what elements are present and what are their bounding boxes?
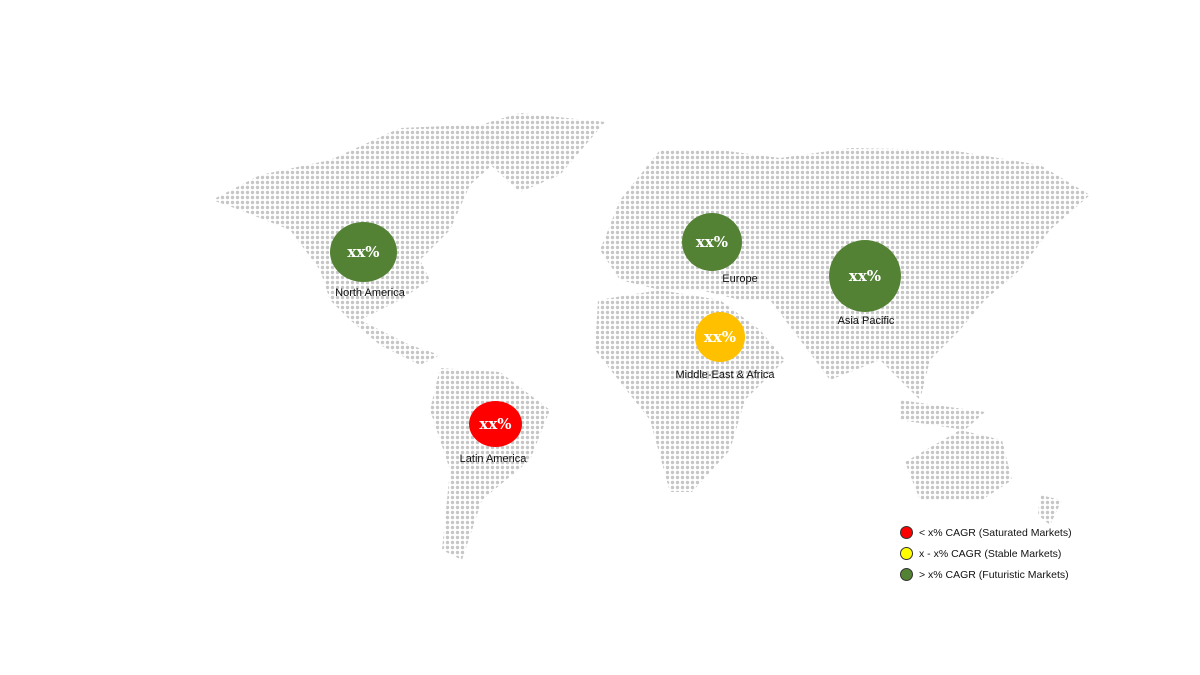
legend-item-stable: x - x% CAGR (Stable Markets) xyxy=(900,543,1072,564)
bubble-middle-east-africa: xx% xyxy=(695,312,745,362)
label-latin-america: Latin America xyxy=(459,453,527,465)
region-value: xx% xyxy=(703,328,737,346)
region-value: xx% xyxy=(848,267,882,285)
region-value: xx% xyxy=(479,415,512,433)
label-middle-east-africa: Middle-East & Africa xyxy=(675,369,775,381)
bubble-asia-pacific: xx% xyxy=(829,240,901,312)
region-value: xx% xyxy=(695,233,729,251)
continent-greenland xyxy=(470,113,605,192)
bubble-latin-america: xx% xyxy=(469,401,522,447)
yellow-dot-icon xyxy=(900,547,913,560)
legend-label: > x% CAGR (Futuristic Markets) xyxy=(919,568,1069,581)
legend-item-saturated: < x% CAGR (Saturated Markets) xyxy=(900,522,1072,543)
legend-item-futuristic: > x% CAGR (Futuristic Markets) xyxy=(900,564,1072,585)
red-dot-icon xyxy=(900,526,913,539)
continent-australia xyxy=(905,430,1012,500)
bubble-europe: xx% xyxy=(682,213,742,271)
legend-label: x - x% CAGR (Stable Markets) xyxy=(919,547,1062,560)
continent-africa xyxy=(595,290,785,492)
green-dot-icon xyxy=(900,568,913,581)
legend: < x% CAGR (Saturated Markets) x - x% CAG… xyxy=(900,522,1072,585)
label-europe: Europe xyxy=(722,273,758,285)
label-asia-pacific: Asia Pacific xyxy=(837,315,895,327)
legend-label: < x% CAGR (Saturated Markets) xyxy=(919,526,1072,539)
label-north-america: North America xyxy=(335,287,405,299)
continent-new-zealand xyxy=(1038,495,1062,525)
continent-indonesia xyxy=(900,400,985,430)
region-value: xx% xyxy=(347,243,380,261)
bubble-north-america: xx% xyxy=(330,222,397,282)
